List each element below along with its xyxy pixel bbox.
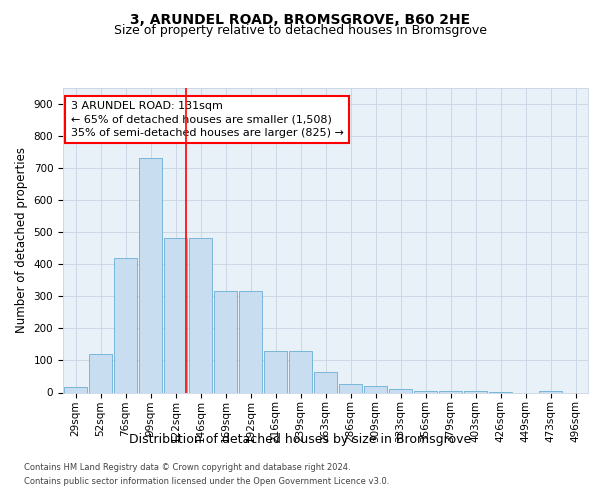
Bar <box>539 391 562 392</box>
Text: 3, ARUNDEL ROAD, BROMSGROVE, B60 2HE: 3, ARUNDEL ROAD, BROMSGROVE, B60 2HE <box>130 12 470 26</box>
Bar <box>164 238 187 392</box>
Bar <box>64 386 87 392</box>
Bar <box>114 258 137 392</box>
Bar <box>239 292 262 392</box>
Bar <box>364 386 387 392</box>
Bar <box>389 390 412 392</box>
Bar <box>439 391 462 392</box>
Text: 3 ARUNDEL ROAD: 131sqm
← 65% of detached houses are smaller (1,508)
35% of semi-: 3 ARUNDEL ROAD: 131sqm ← 65% of detached… <box>71 101 344 138</box>
Bar <box>339 384 362 392</box>
Bar <box>89 354 112 393</box>
Bar <box>289 351 312 393</box>
Bar <box>464 391 487 392</box>
Text: Contains public sector information licensed under the Open Government Licence v3: Contains public sector information licen… <box>24 477 389 486</box>
Text: Distribution of detached houses by size in Bromsgrove: Distribution of detached houses by size … <box>129 432 471 446</box>
Bar <box>314 372 337 392</box>
Bar <box>214 292 237 392</box>
Y-axis label: Number of detached properties: Number of detached properties <box>15 147 28 333</box>
Text: Contains HM Land Registry data © Crown copyright and database right 2024.: Contains HM Land Registry data © Crown c… <box>24 464 350 472</box>
Bar <box>139 158 162 392</box>
Text: Size of property relative to detached houses in Bromsgrove: Size of property relative to detached ho… <box>113 24 487 37</box>
Bar <box>414 391 437 392</box>
Bar <box>264 351 287 393</box>
Bar <box>189 238 212 392</box>
